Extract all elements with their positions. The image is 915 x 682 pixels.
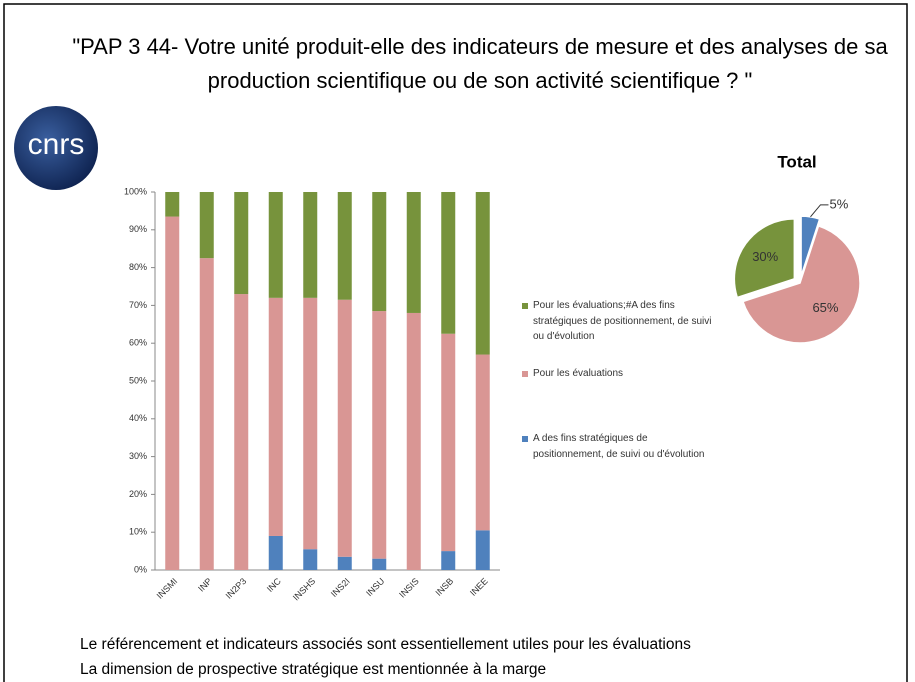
bar-segment: [475, 192, 490, 355]
bar-segment: [475, 530, 490, 570]
bar-segment: [441, 192, 456, 334]
pie-slice: [741, 224, 861, 344]
bar-segment: [441, 333, 456, 552]
bar-segment: [441, 551, 456, 570]
y-tick-label: 70%: [129, 300, 147, 310]
slide-title: "PAP 3 44- Votre unité produit-elle des …: [72, 34, 888, 93]
pie-label: 30%: [752, 249, 778, 264]
bar-segment: [234, 294, 249, 570]
legend-text: A des fins stratégiques de positionnemen…: [533, 433, 705, 460]
legend-swatch: [522, 303, 528, 309]
y-tick-label: 0%: [134, 564, 147, 574]
note: Le référencement et indicateurs associés…: [80, 636, 691, 653]
bar-segment: [372, 192, 387, 312]
x-tick-label: IN2P3: [224, 576, 249, 601]
bar-segment: [406, 192, 421, 313]
bar-segment: [199, 192, 214, 259]
bar-segment: [165, 192, 180, 217]
x-tick-label: INC: [265, 576, 283, 594]
bar-segment: [199, 258, 214, 570]
y-tick-label: 90%: [129, 224, 147, 234]
bar-segment: [337, 556, 352, 570]
bar-segment: [303, 549, 318, 570]
pie-label: 65%: [812, 300, 838, 315]
bar-segment: [337, 299, 352, 557]
x-tick-label: INSHS: [291, 576, 318, 603]
x-tick-label: INEE: [468, 576, 490, 598]
x-tick-label: INSU: [364, 576, 386, 598]
y-tick-label: 80%: [129, 262, 147, 272]
legend-swatch: [522, 371, 528, 377]
y-tick-label: 50%: [129, 375, 147, 385]
pie-label: 5%: [829, 196, 848, 211]
y-tick-label: 20%: [129, 489, 147, 499]
bar-segment: [303, 192, 318, 298]
y-tick-label: 30%: [129, 451, 147, 461]
bar-segment: [268, 535, 283, 570]
y-tick-label: 60%: [129, 338, 147, 348]
logo-circle: [14, 106, 98, 190]
bar-segment: [268, 192, 283, 298]
legend-text: Pour les évaluations: [533, 368, 624, 379]
y-tick-label: 100%: [124, 186, 147, 196]
bar-segment: [475, 354, 490, 531]
bar-segment: [372, 311, 387, 559]
legend-entry: Pour les évaluations: [533, 368, 624, 379]
bar-segment: [234, 192, 249, 295]
bar-segment: [406, 312, 421, 570]
bar-segment: [165, 216, 180, 570]
x-tick-label: INSB: [433, 576, 455, 598]
slide-border: [3, 3, 908, 682]
bar-segment: [372, 558, 387, 570]
pie-title: Total: [777, 152, 816, 171]
legend-entry: A des fins stratégiques de positionnemen…: [533, 433, 705, 460]
y-tick-label: 10%: [129, 527, 147, 537]
logo-text: cnrs: [28, 128, 85, 161]
bar-segment: [337, 192, 352, 300]
pie-slice: [800, 215, 821, 277]
leader-line: [810, 204, 829, 218]
legend-swatch: [522, 436, 528, 442]
pie-slice: [733, 218, 796, 299]
x-tick-label: INP: [196, 576, 214, 594]
note: La dimension de prospective stratégique …: [80, 661, 547, 678]
x-tick-label: INS2I: [329, 576, 352, 599]
legend-text: Pour les évaluations;#A des fins stratég…: [533, 300, 712, 342]
legend-entry: Pour les évaluations;#A des fins stratég…: [533, 300, 712, 342]
x-tick-label: INSMI: [155, 576, 180, 601]
bar-segment: [268, 297, 283, 536]
x-tick-label: INSIS: [397, 576, 421, 600]
bar-segment: [303, 297, 318, 550]
y-tick-label: 40%: [129, 413, 147, 423]
